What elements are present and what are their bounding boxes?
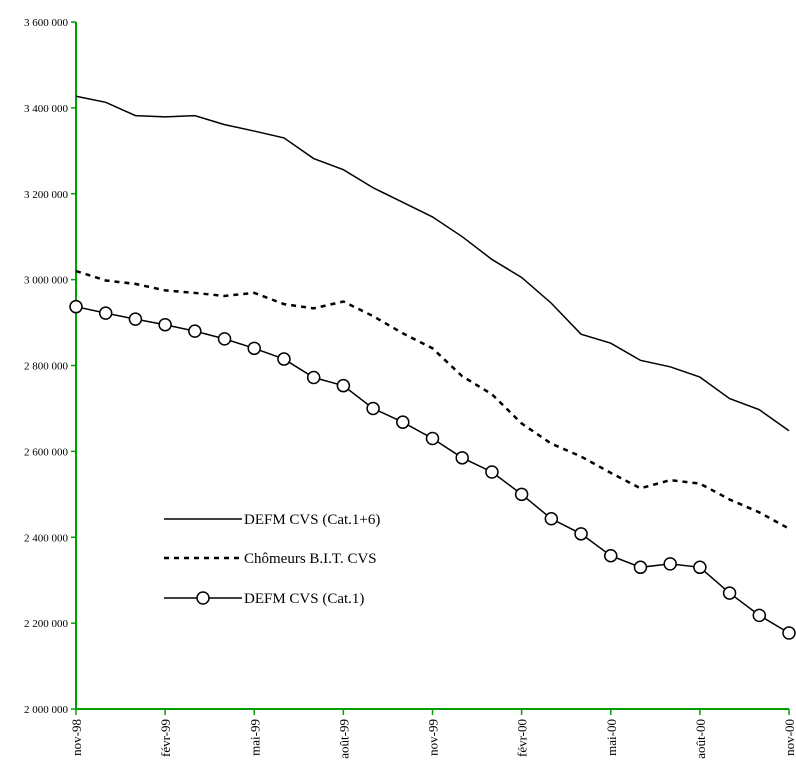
data-point xyxy=(217,332,232,346)
data-point xyxy=(69,299,83,314)
y-tick-label: 3 200 000 xyxy=(24,189,69,201)
data-point xyxy=(485,465,499,479)
y-tick-label: 3 000 000 xyxy=(24,275,69,287)
x-tick-label: août-99 xyxy=(336,719,351,759)
data-point xyxy=(752,608,767,623)
legend: DEFM CVS (Cat.1+6) Chômeurs B.I.T. CVS DEF… xyxy=(164,512,380,607)
data-point xyxy=(98,306,113,320)
y-tick-label: 2 400 000 xyxy=(24,532,69,544)
data-point xyxy=(306,370,321,385)
data-point xyxy=(722,586,737,600)
x-tick-label: nov-98 xyxy=(69,719,84,756)
y-tick-label: 2 000 000 xyxy=(24,704,69,716)
data-point xyxy=(693,560,707,575)
x-axis: nov-98 févr-99 mai-99 août-99 nov-99 févr-00 m… xyxy=(69,708,796,759)
data-point xyxy=(396,415,410,429)
data-point xyxy=(604,548,618,563)
data-point xyxy=(188,324,202,338)
data-point xyxy=(247,341,261,356)
x-tick-label: févr-99 xyxy=(158,719,173,757)
y-tick-label: 3 600 000 xyxy=(24,17,69,29)
legend-label: DEFM CVS (Cat.1+6) xyxy=(244,512,380,528)
data-point xyxy=(277,352,291,366)
y-tick-label: 2 200 000 xyxy=(24,618,69,630)
data-point xyxy=(663,557,677,571)
y-tick-label: 3 400 000 xyxy=(24,103,69,115)
legend-label: DEFM CVS (Cat.1) xyxy=(244,591,364,607)
data-point xyxy=(455,451,469,465)
x-tick-label: août-00 xyxy=(693,719,708,759)
series-line xyxy=(75,305,790,634)
series-line xyxy=(75,269,790,530)
legend-marker xyxy=(196,591,210,605)
x-tick-label: nov-00 xyxy=(782,719,796,756)
data-point xyxy=(158,317,172,332)
data-point xyxy=(336,378,351,393)
data-point xyxy=(366,401,380,416)
data-point xyxy=(514,487,529,502)
x-tick-label: mai-00 xyxy=(604,719,619,756)
data-point xyxy=(782,626,796,640)
legend-label: Chômeurs B.I.T. CVS xyxy=(244,551,377,567)
series-line xyxy=(75,95,790,432)
data-point xyxy=(544,512,559,526)
series-layer xyxy=(69,95,796,640)
x-tick-label: mai-99 xyxy=(247,719,262,756)
x-tick-label: févr-00 xyxy=(515,719,530,757)
x-tick-label: nov-99 xyxy=(426,719,441,756)
y-axis: 2 000 000 2 200 000 2 400 000 2 600 000 2 80… xyxy=(24,17,77,716)
y-tick-label: 2 600 000 xyxy=(24,446,69,458)
y-tick-label: 2 800 000 xyxy=(24,361,69,373)
data-point xyxy=(574,527,588,541)
data-point xyxy=(128,312,143,326)
data-point xyxy=(633,560,648,575)
data-point xyxy=(425,431,440,446)
